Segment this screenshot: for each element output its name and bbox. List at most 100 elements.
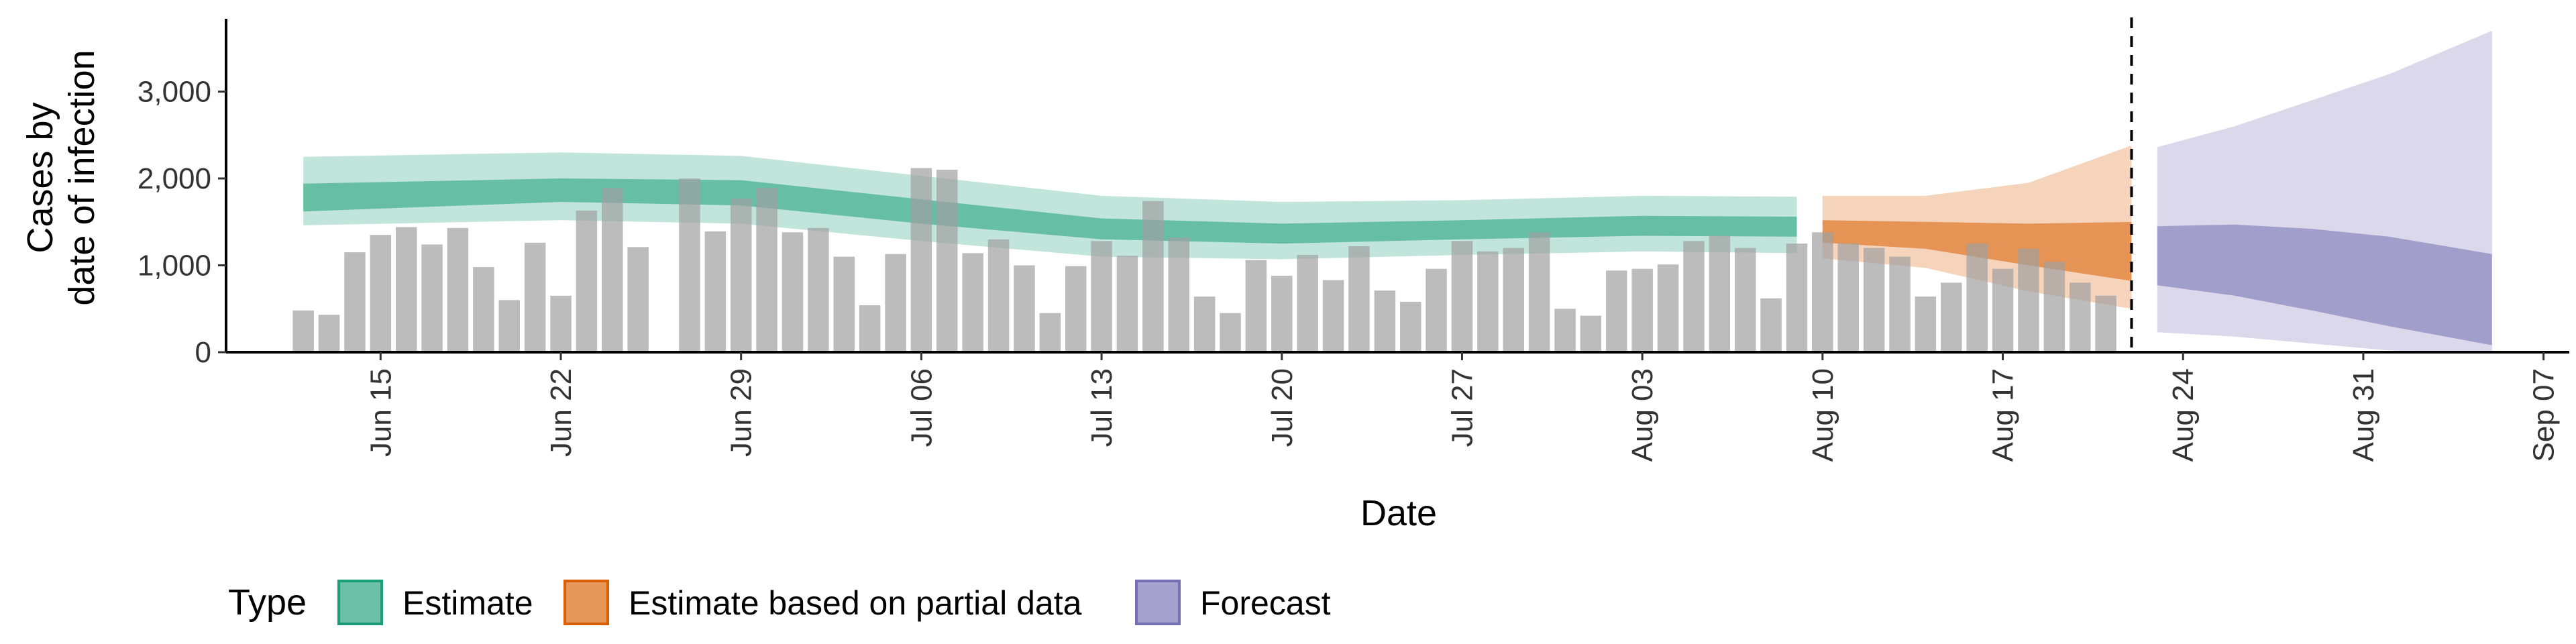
case-bar (1657, 264, 1679, 352)
reported-cases-bars (292, 168, 2116, 352)
x-tick-label: Jun 15 (364, 368, 397, 457)
x-axis-ticks: Jun 15 Jun 22 Jun 29 Jul 06 Jul 13 Jul 20 Jul … (364, 352, 2561, 462)
case-bar (421, 244, 443, 352)
case-bar (1580, 315, 1602, 352)
case-bar (2070, 282, 2091, 352)
estimate-ribbons (303, 30, 2492, 353)
case-bar (1863, 248, 1885, 352)
legend-label-1: Estimate (402, 584, 533, 622)
x-tick-label: Sep 07 (2528, 368, 2561, 462)
case-bar (885, 254, 906, 352)
y-axis-title-line1: Cases by (20, 102, 60, 253)
case-bar (1992, 268, 2014, 352)
case-bar (576, 210, 598, 352)
case-bar (318, 315, 340, 352)
case-bar (498, 300, 520, 352)
y-tick-label: 3,000 (138, 76, 211, 109)
case-bar (1426, 268, 1447, 352)
case-bar (1297, 255, 1318, 352)
axes (225, 19, 2569, 354)
case-bar (987, 239, 1010, 352)
case-bar (627, 247, 649, 352)
case-bar (370, 235, 392, 352)
case-bar (1503, 248, 1524, 352)
case-bar (524, 242, 546, 352)
x-tick-label: Aug 10 (1807, 368, 1839, 462)
legend-label-2: Estimate based on partial data (629, 584, 1082, 622)
case-bar (1709, 235, 1731, 352)
case-bar (1348, 246, 1370, 352)
case-bar (550, 295, 572, 352)
case-bar (1116, 256, 1138, 352)
case-bar (1400, 301, 1421, 352)
legend-key-3 (1135, 580, 1181, 625)
case-bar (731, 198, 752, 352)
ribbon-inner-1 (303, 178, 1797, 244)
ribbon-inner-3 (2157, 224, 2492, 345)
case-bar (1065, 266, 1087, 352)
case-bar (2018, 248, 2039, 352)
case-bar (1271, 276, 1293, 352)
case-bar (1014, 265, 1035, 352)
case-bar (1554, 309, 1576, 352)
case-bar (1220, 313, 1241, 352)
case-bar (1966, 244, 1988, 352)
x-tick-label: Jul 06 (905, 368, 938, 447)
case-bar (808, 227, 829, 352)
case-bar (1941, 282, 1962, 352)
y-tick-label: 2,000 (138, 162, 211, 195)
case-bar (1451, 241, 1473, 352)
case-bar (344, 252, 366, 352)
case-bar (1606, 270, 1627, 352)
case-bar (473, 267, 494, 352)
case-bar (936, 170, 958, 352)
case-bar (1091, 241, 1112, 352)
case-bar (1889, 256, 1911, 352)
x-tick-label: Aug 24 (2167, 368, 2200, 462)
case-bar (704, 231, 727, 352)
legend-title: Type (228, 582, 307, 623)
case-bar (447, 227, 469, 352)
case-bar (1528, 232, 1550, 352)
case-bar (1142, 201, 1164, 352)
case-bar (756, 188, 777, 352)
legend: Type Estimate Estimate based on partial d… (228, 580, 1331, 625)
case-bar (833, 256, 855, 352)
case-bar (1786, 244, 1808, 352)
case-bar (292, 310, 314, 352)
case-bar (1837, 244, 1859, 352)
legend-key-2 (564, 580, 609, 625)
case-bar (1735, 248, 1756, 352)
case-bar (1812, 232, 1833, 352)
x-tick-label: Jun 29 (725, 368, 758, 457)
legend-label-3: Forecast (1200, 584, 1331, 622)
case-bar (1760, 298, 1782, 352)
y-axis-ticks: 0 1,000 2,000 3,000 (138, 76, 226, 369)
case-bar (396, 227, 417, 352)
case-bar (1039, 313, 1061, 352)
case-bar (1322, 280, 1344, 352)
x-tick-label: Aug 03 (1626, 368, 1659, 462)
case-bar (679, 178, 700, 352)
case-bar (2095, 295, 2116, 352)
x-tick-label: Jul 20 (1266, 368, 1299, 447)
x-tick-label: Aug 17 (1987, 368, 2020, 462)
y-tick-label: 0 (195, 336, 211, 369)
case-bar (782, 232, 804, 352)
x-tick-label: Jul 13 (1085, 368, 1118, 447)
case-bar (1915, 297, 1937, 352)
case-bar (910, 168, 932, 352)
case-bar (602, 188, 623, 352)
case-bar (859, 305, 881, 352)
y-tick-label: 1,000 (138, 250, 211, 282)
case-bar (1245, 260, 1267, 352)
legend-key-1 (337, 580, 383, 625)
x-tick-label: Jul 27 (1446, 368, 1479, 447)
case-bar (1168, 237, 1189, 352)
x-axis-title: Date (1360, 493, 1437, 533)
case-bar (962, 253, 983, 352)
case-bar (1477, 251, 1499, 352)
case-bar (1631, 268, 1653, 352)
x-tick-label: Jun 22 (545, 368, 578, 457)
